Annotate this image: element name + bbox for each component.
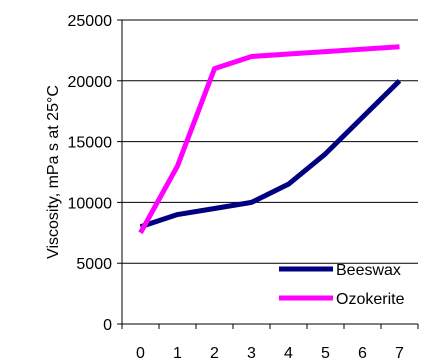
x-tick-label: 7	[395, 345, 404, 362]
y-tick-label: 25000	[68, 13, 113, 30]
x-tick-label: 4	[284, 345, 293, 362]
series-layer	[138, 44, 402, 235]
x-tick-label: 6	[358, 345, 367, 362]
series-line-ozokerite	[138, 44, 400, 235]
series-line-beeswax	[139, 79, 402, 230]
y-tick-label: 15000	[68, 135, 113, 152]
axis-layer: 0 5000 10000 15000 20000 25000 0 1 2 3 4 5 6 7	[68, 13, 419, 362]
x-tick-label: 5	[321, 345, 330, 362]
y-tick-label: 10000	[68, 195, 113, 212]
x-tick-label: 2	[210, 345, 219, 362]
legend-label-ozokerite: Ozokerite	[336, 291, 405, 308]
x-tick-label: 3	[247, 345, 256, 362]
legend-label-beeswax: Beeswax	[336, 262, 401, 279]
y-tick-label: 5000	[76, 256, 112, 273]
y-axis-label: Viscosity, mPa s at 25°C	[45, 85, 62, 259]
x-tick-label: 1	[173, 345, 182, 362]
y-tick-label: 0	[103, 317, 112, 334]
legend: Beeswax Ozokerite	[279, 262, 405, 308]
grid-layer	[122, 19, 418, 264]
x-tick-label: 0	[136, 345, 145, 362]
y-tick-label: 20000	[68, 74, 113, 91]
